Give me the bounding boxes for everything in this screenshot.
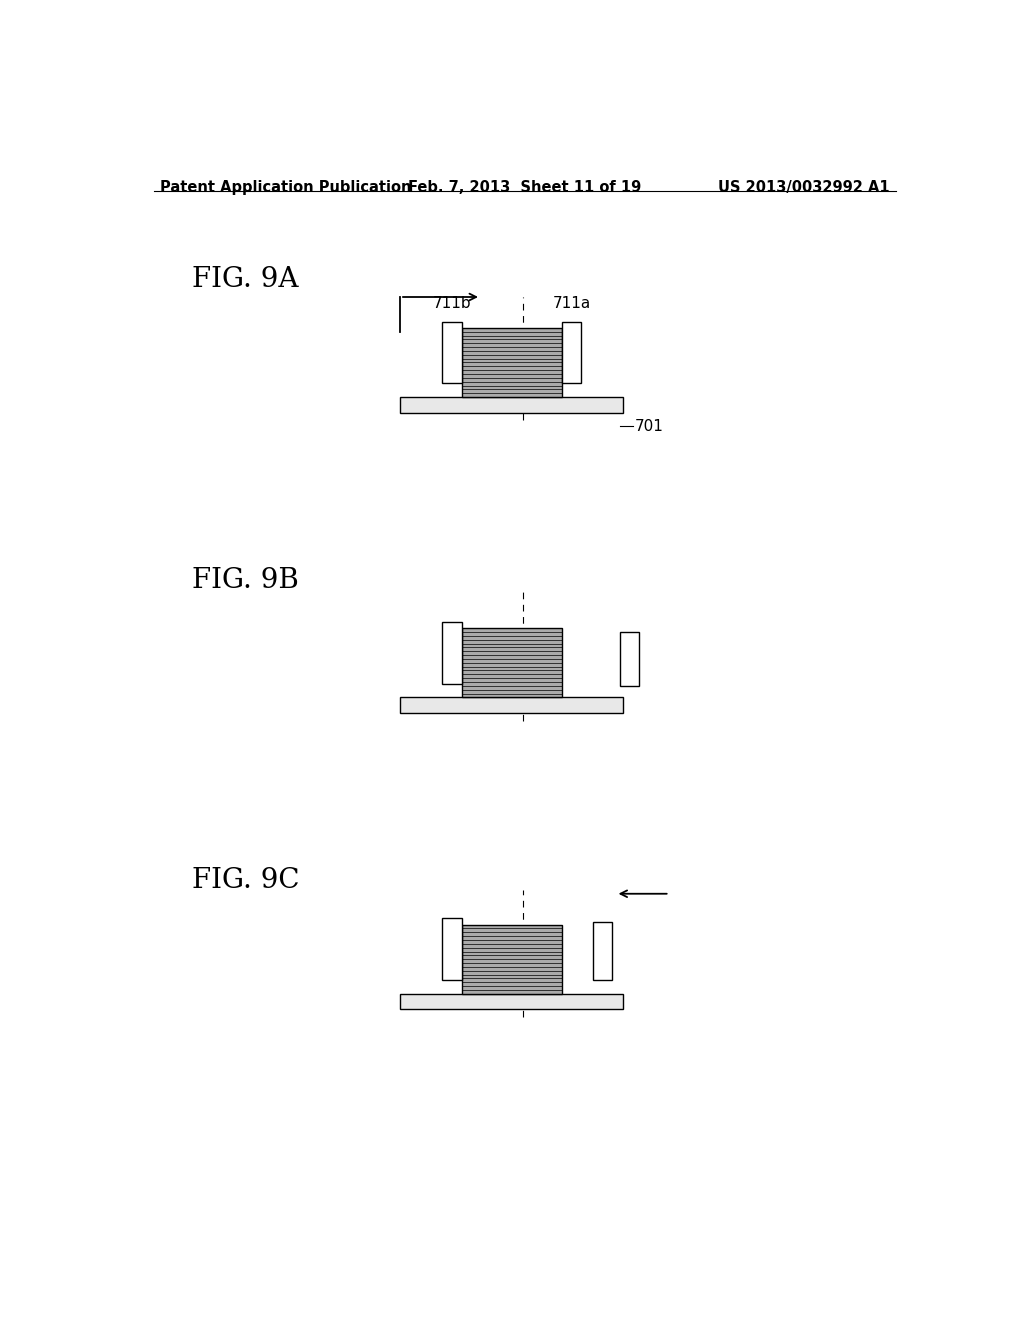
Bar [442,919,462,979]
Bar [462,924,562,994]
Bar [562,322,581,383]
Bar [442,622,462,684]
Bar [593,923,611,979]
Text: US 2013/0032992 A1: US 2013/0032992 A1 [718,180,890,195]
Bar [462,327,562,397]
Text: FIG. 9B: FIG. 9B [193,566,299,594]
Text: FIG. 9A: FIG. 9A [193,267,299,293]
Bar [462,628,562,697]
Text: 711b: 711b [433,296,471,312]
Text: 711a: 711a [552,296,591,312]
Text: 701: 701 [635,418,664,434]
Text: Patent Application Publication: Patent Application Publication [160,180,412,195]
Bar [620,632,639,686]
Text: FIG. 9C: FIG. 9C [193,867,300,894]
Bar [442,322,462,383]
Bar [400,697,624,713]
Bar [400,397,624,412]
Bar [462,924,562,994]
Bar [462,327,562,397]
Text: Feb. 7, 2013  Sheet 11 of 19: Feb. 7, 2013 Sheet 11 of 19 [409,180,641,195]
Bar [400,994,624,1010]
Bar [462,628,562,697]
